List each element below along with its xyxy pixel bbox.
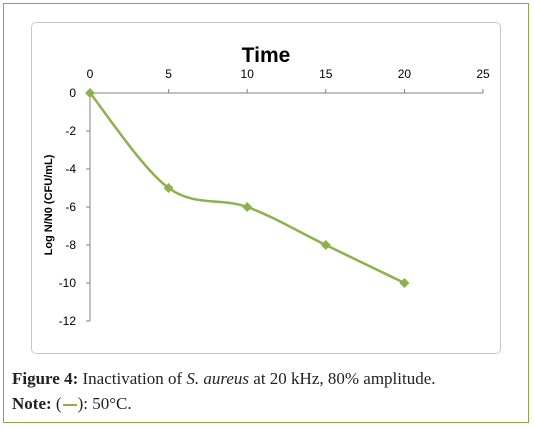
data-point-marker [320,240,331,250]
data-point-marker [242,202,253,212]
x-tick-label: 5 [165,67,172,81]
series-line [89,92,405,285]
data-point-marker [399,278,410,288]
y-tick-label: -2 [65,124,76,138]
line-chart: Time Log N/N0 (CFU/mL) 0 5 10 15 20 25 0 -2 -4 -6… [43,44,490,328]
note-line: Note: (): 50°C. [12,391,526,416]
x-tick-label: 20 [398,67,412,81]
data-point-marker [163,183,174,193]
y-axis-label: Log N/N0 (CFU/mL) [43,154,55,255]
x-tick-label: 25 [476,67,490,81]
caption-prefix: Inactivation of [82,369,183,388]
caption-label: Figure 4: [12,369,79,388]
note-open: ( [55,394,62,413]
y-tick-label: -12 [59,314,77,328]
x-tick-label: 0 [87,67,94,81]
y-tick-label: 0 [69,86,76,100]
data-point-marker [85,88,95,98]
y-tick-label: -6 [65,200,76,214]
x-tick-label: 10 [241,67,255,81]
caption-line: Figure 4: Inactivation of S. aureus at 2… [12,366,526,391]
y-tick-label: -10 [59,276,77,290]
chart-area [31,22,501,354]
legend-line-icon [62,404,77,407]
note-label: Note: [12,394,52,413]
caption-species: S. aureus [186,369,250,388]
chart-title: Time [242,44,291,67]
note-value: 50°C. [92,394,132,413]
axes: 0 5 10 15 20 25 0 -2 -4 -6 -8 -10 -12 [59,67,490,328]
y-tick-label: -8 [65,238,76,252]
caption-suffix: at 20 kHz, 80% amplitude. [253,369,436,388]
y-tick-label: -4 [65,162,76,176]
note-close: ): [77,394,88,413]
series-group [85,88,410,288]
x-tick-label: 15 [319,67,333,81]
figure-caption: Figure 4: Inactivation of S. aureus at 2… [12,366,526,416]
